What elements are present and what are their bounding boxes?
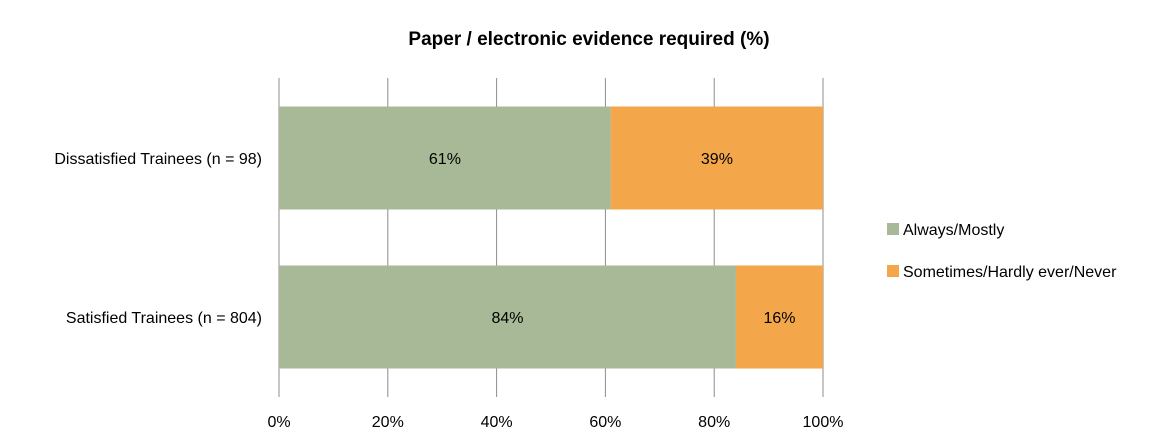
data-label-sometimes-hardly-ever-never-1: 39% <box>701 151 733 168</box>
data-label-always-mostly-2: 84% <box>491 310 523 327</box>
x-tick-label-40: 40% <box>481 414 513 431</box>
data-label-sometimes-hardly-ever-never-2: 16% <box>763 310 795 327</box>
legend-label-sometimes-hardly-ever-never: Sometimes/Hardly ever/Never <box>903 264 1117 281</box>
category-label-1: Dissatisfied Trainees (n = 98) <box>54 151 262 168</box>
category-labels: Dissatisfied Trainees (n = 98) Satisfied … <box>54 151 262 327</box>
legend-swatch-always-mostly <box>887 223 899 235</box>
category-label-2: Satisfied Trainees (n = 804) <box>66 310 262 327</box>
legend-label-always-mostly: Always/Mostly <box>903 222 1004 239</box>
legend-swatch-sometimes-hardly-ever-never <box>887 265 899 277</box>
bar-sometimes-hardly-ever-never-2 <box>735 265 823 369</box>
x-tick-label-0: 0% <box>267 414 290 431</box>
x-axis-ticks: 0% 20% 40% 60% 80% 100% <box>267 414 843 431</box>
data-labels: 61% 39% 84% 16% <box>429 151 796 327</box>
data-label-always-mostly-1: 61% <box>429 151 461 168</box>
bar-segments <box>279 106 823 369</box>
bar-always-mostly-2 <box>279 265 736 369</box>
x-tick-label-20: 20% <box>372 414 404 431</box>
x-tick-label-60: 60% <box>589 414 621 431</box>
bar-sometimes-hardly-ever-never-1 <box>610 106 823 210</box>
chart-title: Paper / electronic evidence required (%) <box>408 29 769 50</box>
x-tick-label-100: 100% <box>803 414 844 431</box>
legend: Always/Mostly Sometimes/Hardly ever/Never <box>887 222 1117 281</box>
x-tick-label-80: 80% <box>698 414 730 431</box>
bar-always-mostly-1 <box>279 106 611 210</box>
